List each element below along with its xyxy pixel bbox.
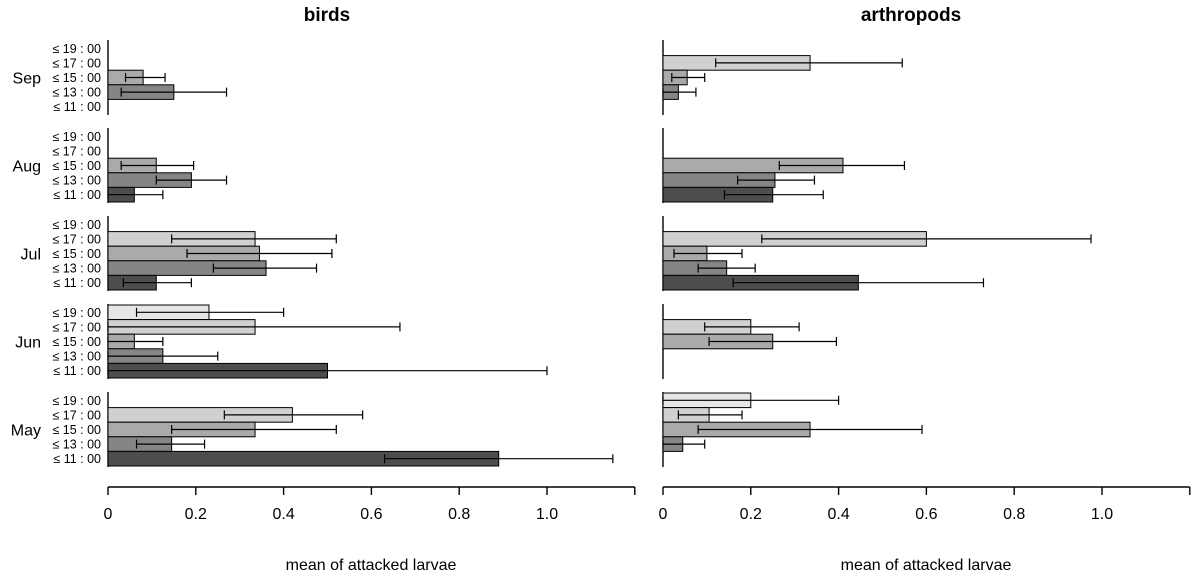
birds-x-tick-label: 0.8 xyxy=(448,506,470,523)
birds-time-label: ≤ 11 : 00 xyxy=(53,188,101,202)
birds-month-label: Jun xyxy=(15,335,41,352)
birds-time-label: ≤ 19 : 00 xyxy=(52,394,101,408)
arthropods-x-axis-label: mean of attacked larvae xyxy=(841,557,1012,574)
birds-time-label: ≤ 17 : 00 xyxy=(52,320,101,334)
birds-month-label: Sep xyxy=(13,71,42,88)
birds-time-label: ≤ 13 : 00 xyxy=(52,174,101,188)
birds-time-label: ≤ 17 : 00 xyxy=(52,408,101,422)
birds-time-label: ≤ 17 : 00 xyxy=(52,144,101,158)
birds-month-label: Jul xyxy=(21,247,41,264)
arthropods-x-tick-label: 0.4 xyxy=(827,506,849,523)
birds-x-tick-label: 0.2 xyxy=(185,506,207,523)
birds-x-tick-label: 0.4 xyxy=(272,506,294,523)
arthropods-title: arthropods xyxy=(861,5,961,26)
birds-time-label: ≤ 15 : 00 xyxy=(52,423,101,437)
arthropods-x-tick-label: 0.2 xyxy=(740,506,762,523)
arthropods-x-tick-label: 0.8 xyxy=(1003,506,1025,523)
birds-panel: birds mean of attacked larvae Sep ≤ 19 : … xyxy=(11,5,636,574)
birds-time-label: ≤ 11 : 00 xyxy=(53,364,101,378)
birds-x-tick-label: 0.6 xyxy=(360,506,382,523)
birds-x-tick-label: 1.0 xyxy=(536,506,558,523)
birds-month-label: Aug xyxy=(13,159,41,176)
birds-time-label: ≤ 13 : 00 xyxy=(52,262,101,276)
birds-time-label: ≤ 17 : 00 xyxy=(52,232,101,246)
birds-time-label: ≤ 19 : 00 xyxy=(52,42,101,56)
arthropods-x-tick-label: 0 xyxy=(659,506,668,523)
arthropods-x-tick-label: 0.6 xyxy=(915,506,937,523)
birds-time-label: ≤ 19 : 00 xyxy=(52,306,101,320)
birds-time-label: ≤ 11 : 00 xyxy=(53,452,101,466)
arthropods-x-tick-label: 1.0 xyxy=(1091,506,1113,523)
birds-time-label: ≤ 13 : 00 xyxy=(52,350,101,364)
birds-time-label: ≤ 15 : 00 xyxy=(52,159,101,173)
birds-title: birds xyxy=(304,5,350,26)
birds-time-label: ≤ 11 : 00 xyxy=(53,100,101,114)
birds-time-label: ≤ 13 : 00 xyxy=(52,438,101,452)
arthropods-panel: arthropods mean of attacked larvae 0 0.2 0… xyxy=(659,5,1191,574)
birds-x-axis-label: mean of attacked larvae xyxy=(286,557,457,574)
birds-time-label: ≤ 17 : 00 xyxy=(52,56,101,70)
birds-time-label: ≤ 13 : 00 xyxy=(52,86,101,100)
birds-time-label: ≤ 11 : 00 xyxy=(53,276,101,290)
birds-x-tick-label: 0 xyxy=(104,506,113,523)
birds-month-label: May xyxy=(11,423,41,440)
birds-time-label: ≤ 19 : 00 xyxy=(52,130,101,144)
birds-time-label: ≤ 15 : 00 xyxy=(52,247,101,261)
birds-time-label: ≤ 19 : 00 xyxy=(52,218,101,232)
birds-time-label: ≤ 15 : 00 xyxy=(52,335,101,349)
birds-time-label: ≤ 15 : 00 xyxy=(52,71,101,85)
